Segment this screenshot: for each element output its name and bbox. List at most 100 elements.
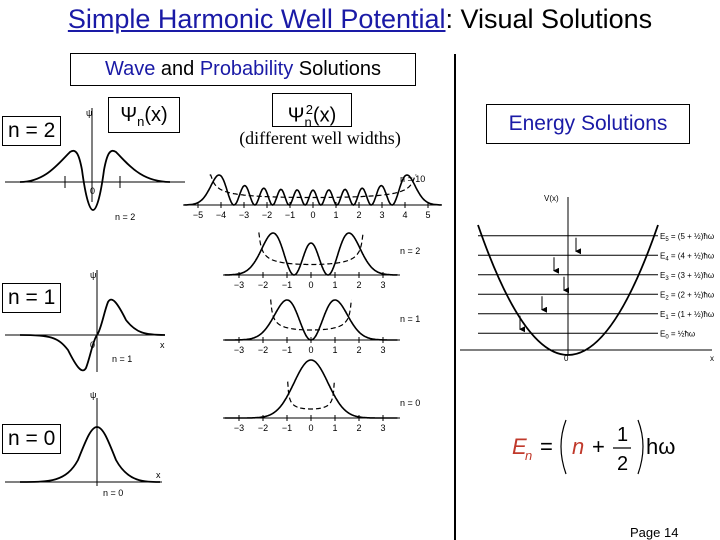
wave-word: Wave (104, 58, 156, 80)
formula-hbar-omega: hω (646, 434, 675, 459)
vertical-divider (454, 54, 456, 540)
energy-formula: E n n = + 1 2 hω (508, 414, 688, 478)
level-label-n0: n = 0 (2, 424, 62, 454)
formula-sub-n: n (525, 448, 532, 463)
prob-n0-tick-label: 2 (356, 423, 361, 433)
psi-label: Ψn(x) (108, 97, 180, 133)
energy-level-label: E0 = ½ħω (660, 329, 695, 340)
wave-n0-psi-label: ψ (90, 390, 96, 400)
wave-n1-origin: 0 (90, 340, 95, 350)
level-label-n2: n = 2 (2, 116, 62, 146)
prob-n2-tick-label: −3 (234, 280, 244, 290)
title-link[interactable]: Simple Harmonic Well Potential (67, 4, 446, 34)
prob-n2-tick-label: −1 (282, 280, 292, 290)
prob-n2-label: n = 2 (400, 246, 420, 256)
prob-n2-classical-curve (258, 232, 364, 266)
probability-panels: −5 −4 −3 −2 −1 0 1 2 3 4 5 −3 −2 −1 0 1 2 3 −3 −2 −1 0 1 2 3 −3 −2… (183, 174, 442, 433)
prob-n0-classical-curve (287, 381, 335, 410)
prob-n10-tick-label: −5 (193, 210, 203, 220)
prob-n0-tick-label: 0 (308, 423, 313, 433)
prob-n2-curve (224, 232, 398, 276)
psi-squared-label: Ψn2(x) (272, 93, 352, 130)
prob-n0-tick-label: −3 (234, 423, 244, 433)
energy-y-label: V(x) (544, 194, 559, 203)
wave-probability-header: Wave and Probability Solutions (70, 53, 416, 86)
wave-n2-curve (19, 149, 171, 211)
prob-n2-tick-label: 3 (380, 280, 385, 290)
prob-n1-tick-label: 2 (356, 345, 361, 355)
prob-n0-tick-label: 3 (380, 423, 385, 433)
potential-parabola (477, 224, 659, 356)
wave-n1-n-label: n = 1 (112, 354, 132, 364)
prob-n0-tick-label: −2 (258, 423, 268, 433)
level-label-n1: n = 1 (2, 283, 62, 313)
prob-n1-tick-label: −3 (234, 345, 244, 355)
and-word: and (155, 58, 200, 80)
formula-denominator: 2 (617, 453, 628, 475)
prob-n1-tick-label: −2 (258, 345, 268, 355)
energy-level-label: E5 = (5 + ½)ħω (660, 232, 714, 243)
formula-numerator: 1 (617, 424, 628, 446)
prob-n0-curve (224, 359, 398, 419)
prob-n2-tick-label: 2 (356, 280, 361, 290)
probability-word: Probability (199, 58, 294, 80)
wave-n2-origin: 0 (90, 186, 95, 196)
energy-level-label: E3 = (3 + ½)ħω (660, 271, 714, 282)
energy-level-label: E2 = (2 + ½)ħω (660, 290, 714, 301)
psi-symbol: Ψ (120, 104, 138, 126)
energy-x-label: x (710, 354, 714, 363)
page-number: Page 14 (630, 525, 679, 540)
formula-right-paren (637, 419, 644, 475)
prob-n0-label: n = 0 (400, 398, 420, 408)
prob-n10-tick-label: 5 (425, 210, 430, 220)
prob-n10-classical-curve (209, 174, 417, 199)
psi2-superscript: 2 (305, 102, 313, 117)
prob-n1-classical-curve (270, 299, 352, 331)
wave-n1-curve (19, 298, 166, 372)
psi2-symbol: Ψ (287, 104, 305, 127)
wave-function-panels: ψ 0 n = 2 ψ 0 x n = 1 ψ x n = 0 (5, 108, 185, 498)
prob-n10-label: n = 10 (400, 174, 425, 184)
prob-n2-tick-label: 1 (332, 280, 337, 290)
prob-n1-tick-label: −1 (282, 345, 292, 355)
formula-E: E (512, 434, 527, 459)
prob-n10-tick-label: 3 (379, 210, 384, 220)
prob-n1-tick-label: 3 (380, 345, 385, 355)
page-title: Simple Harmonic Well Potential: Visual S… (0, 4, 720, 35)
wave-n0-n-label: n = 0 (103, 488, 123, 498)
energy-solutions-header: Energy Solutions (486, 104, 690, 144)
prob-n10-tick-label: 0 (310, 210, 315, 220)
wave-n0-curve (19, 426, 161, 483)
psi2-argument: (x) (312, 104, 337, 127)
psi-subscript: n (137, 114, 145, 129)
prob-n1-tick-label: 1 (332, 345, 337, 355)
title-rest: : Visual Solutions (445, 4, 653, 34)
prob-n1-label: n = 1 (400, 314, 420, 324)
energy-level-label: E1 = (1 + ½)ħω (660, 310, 714, 321)
prob-n1-tick-label: 0 (308, 345, 313, 355)
energy-level-diagram: V(x) x 0 E5 = (5 + ½)ħω E4 = (4 + ½)ħω E3 … (460, 194, 714, 363)
formula-equals: = (540, 434, 553, 459)
prob-n10-curve (184, 174, 442, 206)
prob-n10-tick-label: 2 (356, 210, 361, 220)
prob-n0-tick-label: −1 (282, 423, 292, 433)
solutions-word: Solutions (293, 58, 382, 80)
prob-n2-tick-label: −2 (258, 280, 268, 290)
prob-n10-tick-label: 4 (402, 210, 407, 220)
prob-n10-tick-label: −2 (262, 210, 272, 220)
prob-n1-curve (224, 299, 398, 341)
wave-n2-n-label: n = 2 (115, 212, 135, 222)
energy-origin: 0 (564, 354, 569, 363)
psi2-subscript: n (304, 114, 312, 130)
prob-n0-tick-label: 1 (332, 423, 337, 433)
wave-n0-x-label: x (156, 470, 161, 480)
wave-n1-x-label: x (160, 340, 165, 350)
prob-n10-tick-label: 1 (333, 210, 338, 220)
prob-n10-tick-label: −3 (239, 210, 249, 220)
prob-n2-tick-label: 0 (308, 280, 313, 290)
energy-level-label: E4 = (4 + ½)ħω (660, 251, 714, 262)
formula-left-paren (560, 419, 567, 475)
different-widths-note: (different well widths) (239, 128, 401, 148)
wave-n1-psi-label: ψ (90, 270, 96, 280)
prob-n10-tick-label: −4 (216, 210, 226, 220)
